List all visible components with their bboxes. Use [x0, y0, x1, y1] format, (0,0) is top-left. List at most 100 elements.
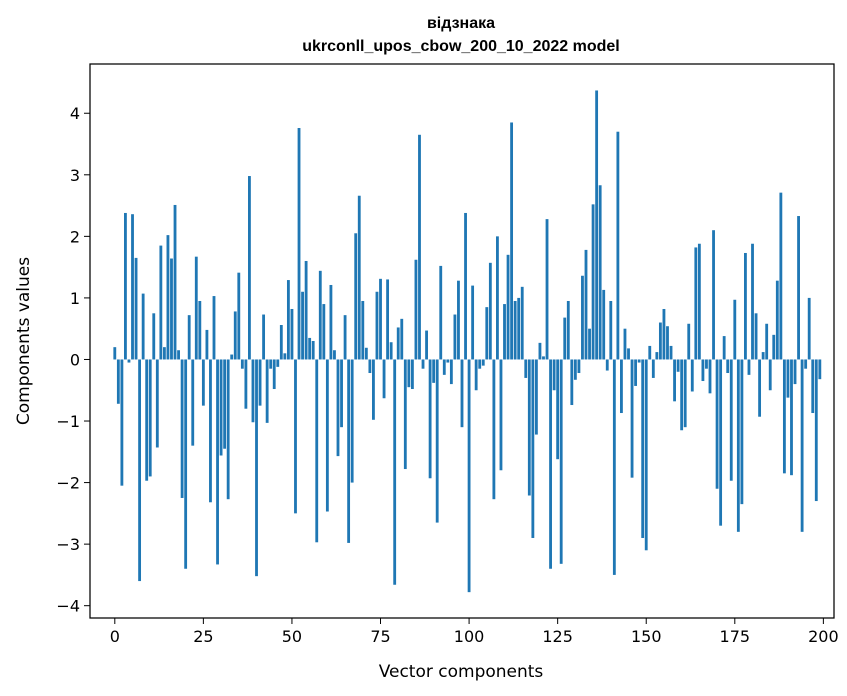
bar [598, 185, 602, 360]
bar [418, 134, 421, 360]
bar [357, 195, 361, 360]
bar [325, 359, 329, 512]
bar [425, 330, 428, 360]
bar [524, 359, 528, 378]
bar [294, 359, 297, 514]
bar [513, 300, 517, 360]
bar [449, 359, 453, 385]
bar [251, 359, 255, 423]
bar [372, 359, 375, 420]
bar [240, 359, 244, 369]
bar [697, 243, 701, 360]
bar [148, 359, 152, 477]
bar [265, 359, 269, 423]
bar [804, 359, 808, 369]
bar [712, 230, 715, 360]
bar [577, 359, 581, 374]
x-tick-label: 150 [631, 627, 662, 646]
bar [751, 243, 754, 360]
bar [747, 359, 751, 375]
bar [138, 359, 142, 582]
bar [733, 299, 737, 360]
bar [393, 359, 397, 585]
bar [237, 272, 241, 360]
bar [708, 359, 712, 394]
x-tick-label: 125 [542, 627, 573, 646]
y-tick-label: 0 [70, 350, 80, 369]
bar [775, 280, 779, 360]
bar [701, 359, 705, 382]
bar [510, 122, 514, 360]
bar [690, 359, 694, 392]
bar [453, 314, 457, 360]
bar [276, 359, 280, 367]
bar [198, 300, 202, 360]
bar [460, 359, 464, 428]
y-tick-label: 2 [70, 227, 80, 246]
bar [637, 359, 641, 363]
y-tick-label: −2 [56, 474, 80, 493]
bar [134, 257, 138, 360]
bar [194, 256, 198, 360]
bar [683, 359, 687, 428]
bar [212, 296, 216, 360]
bar [542, 356, 545, 360]
bar [715, 359, 719, 489]
bar [347, 359, 351, 543]
bar [634, 359, 638, 386]
bar [779, 192, 783, 360]
bar [205, 329, 209, 360]
bar [658, 322, 662, 360]
x-tick-label: 50 [282, 627, 302, 646]
bar [765, 323, 769, 360]
bar [719, 359, 723, 526]
bar [216, 359, 219, 565]
bar [336, 359, 340, 457]
bar [538, 342, 542, 360]
bar [308, 337, 312, 360]
bar [311, 341, 315, 360]
plot-frame [89, 63, 835, 619]
bar [201, 359, 205, 406]
bar [687, 323, 691, 360]
bar [673, 359, 676, 402]
x-tick-label: 0 [110, 627, 120, 646]
bar [744, 252, 747, 360]
bar [184, 359, 188, 569]
bar [255, 359, 258, 577]
bar [506, 254, 510, 360]
bar [396, 327, 400, 360]
bar [403, 359, 407, 470]
bar [793, 359, 797, 385]
x-axis-label: Vector components [379, 662, 544, 682]
bar [520, 286, 524, 360]
bar [187, 315, 191, 360]
bar [570, 359, 574, 406]
bar [446, 359, 450, 363]
bar [386, 279, 390, 360]
bar [379, 278, 382, 360]
bar [464, 212, 467, 360]
bar [602, 289, 606, 360]
bar [534, 359, 538, 435]
bar [244, 359, 248, 409]
y-tick-label: −3 [56, 535, 80, 554]
y-tick-label: −1 [56, 412, 80, 431]
bar [329, 284, 333, 360]
bar [609, 300, 613, 360]
bar [145, 359, 149, 481]
x-tick-label: 175 [720, 627, 751, 646]
bar [162, 347, 166, 360]
x-tick-label: 25 [193, 627, 213, 646]
bar [517, 297, 521, 360]
bar [410, 359, 414, 390]
bar [439, 265, 443, 360]
bar [481, 359, 485, 366]
bar [605, 359, 609, 371]
bar [722, 336, 726, 360]
bar [559, 359, 563, 564]
bar [389, 342, 393, 360]
bar [620, 359, 623, 414]
y-tick-label: 1 [70, 289, 80, 308]
bar [503, 304, 506, 360]
